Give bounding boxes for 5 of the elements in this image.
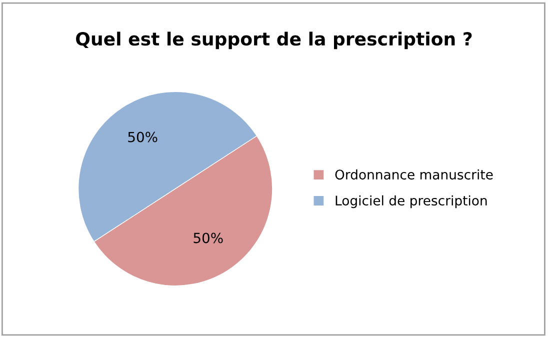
legend-label: Ordonnance manuscrite <box>335 169 493 180</box>
data-label: 50% <box>128 132 158 142</box>
chart-title: Quel est le support de la prescription ? <box>76 32 472 50</box>
legend-label: Logiciel de prescription <box>336 195 487 208</box>
data-label: 50% <box>194 232 223 244</box>
